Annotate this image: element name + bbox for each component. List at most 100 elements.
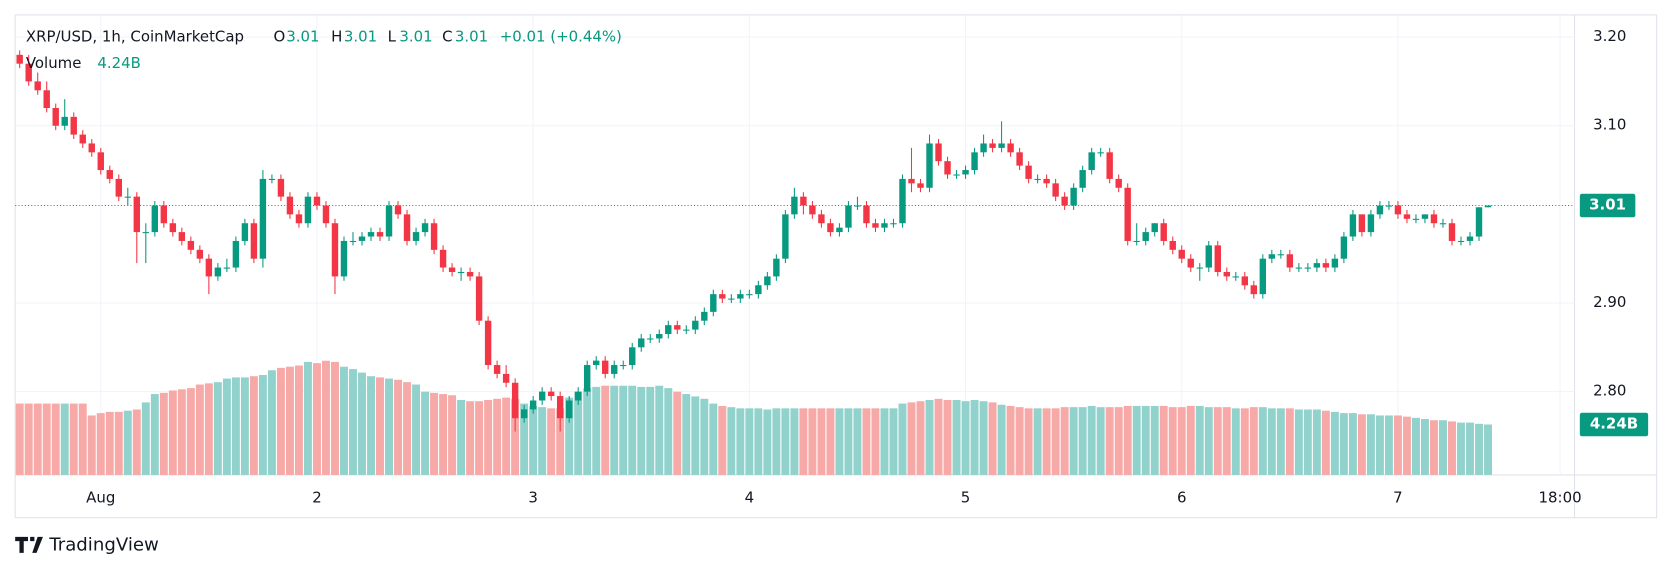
candle-body — [710, 294, 717, 312]
brand-name: TradingView — [48, 534, 159, 555]
volume-bar — [1375, 415, 1384, 475]
volume-bar — [1168, 407, 1177, 475]
candle-body — [304, 196, 312, 224]
candle-body — [412, 232, 420, 241]
volume-bar — [1177, 407, 1186, 475]
candle-body — [998, 143, 1005, 148]
volume-bar — [78, 403, 87, 475]
volume-bar — [33, 403, 42, 475]
volume-bar — [114, 411, 123, 475]
candle-body — [782, 214, 789, 259]
volume-bar — [340, 366, 348, 475]
volume-bar — [1240, 408, 1249, 475]
candle-body — [286, 196, 294, 215]
candle-body — [638, 338, 645, 348]
candle-body — [1061, 196, 1068, 206]
volume-bar — [619, 385, 628, 475]
volume-bar — [349, 369, 357, 475]
candle-body — [1097, 152, 1104, 154]
volume-bar — [475, 401, 484, 475]
volume-bar — [628, 385, 637, 475]
volume-bar — [1249, 407, 1258, 475]
candle-body — [277, 178, 285, 197]
volume-bar — [1411, 417, 1420, 475]
volume-bar — [105, 411, 114, 475]
volume-bar — [646, 386, 655, 475]
volume-bar — [997, 404, 1006, 475]
volume-bar — [601, 385, 610, 475]
volume-bar — [258, 375, 267, 475]
candle-body — [1070, 187, 1077, 206]
open-label: O — [273, 27, 285, 45]
volume-bar — [1466, 422, 1474, 475]
volume-bar — [1357, 414, 1366, 475]
volume-bar — [511, 398, 520, 475]
volume-bar — [303, 361, 312, 475]
volume-bar — [331, 361, 339, 475]
legend: XRP/USD, 1h, CoinMarketCap O 3.01 H 3.01… — [26, 27, 622, 72]
high-value: 3.01 — [344, 27, 377, 45]
candle-body — [259, 178, 267, 259]
candle-body — [827, 223, 834, 233]
volume-bar — [177, 389, 186, 475]
candle-body — [52, 108, 59, 126]
candle-body — [692, 320, 699, 330]
volume-bar — [1366, 414, 1375, 475]
candle-body — [574, 391, 582, 401]
x-tick-label: 7 — [1393, 488, 1403, 506]
volume-bar — [547, 408, 556, 475]
candle-body — [584, 365, 591, 392]
candle-body — [1187, 258, 1194, 268]
volume-bar — [1330, 411, 1339, 475]
candle-body — [1016, 152, 1023, 166]
candle-body — [1151, 223, 1158, 233]
candle-body — [1322, 263, 1330, 268]
volume-bar — [69, 403, 78, 475]
volume-bar — [889, 408, 898, 475]
candle-body — [791, 196, 798, 215]
candle-body — [1439, 223, 1447, 225]
candle-body — [899, 178, 906, 224]
brand: TradingView — [15, 534, 159, 555]
volume-bar — [466, 401, 475, 475]
x-tick-label: 3 — [528, 488, 538, 506]
volume-bar — [1303, 409, 1312, 475]
candle-body — [241, 223, 249, 241]
volume-bar — [1384, 415, 1393, 475]
volume-bar — [150, 394, 159, 475]
volume-bar — [970, 400, 979, 475]
candle-body — [295, 214, 303, 224]
candle-body — [908, 178, 915, 184]
candle-body — [1133, 240, 1140, 243]
candle-body — [674, 325, 681, 330]
volume-bar — [538, 407, 547, 475]
candle-body — [845, 205, 852, 228]
candle-body — [755, 285, 762, 295]
candle-body — [1196, 267, 1203, 269]
candle-body — [926, 143, 933, 188]
candle-body — [1340, 236, 1348, 259]
volume-bar — [132, 409, 141, 475]
candle-body — [223, 267, 231, 269]
brand-logo — [15, 536, 43, 553]
candle-body — [358, 236, 366, 241]
y-tick-label: 3.10 — [1593, 116, 1626, 134]
candle-body — [331, 223, 339, 277]
volume-bar — [1457, 422, 1465, 475]
volume-bar — [1294, 409, 1303, 475]
volume-bar — [1204, 407, 1213, 475]
volume-bar — [249, 376, 258, 475]
candle-body — [205, 258, 213, 277]
candle-body — [890, 223, 897, 225]
candle-body — [322, 205, 330, 224]
volume-bar — [502, 397, 511, 475]
volume-bar — [1448, 421, 1456, 475]
candle-body — [169, 223, 177, 233]
volume-bar — [790, 408, 799, 475]
volume-bar — [610, 385, 619, 475]
candle-body — [656, 334, 663, 339]
volume-bar — [448, 395, 457, 475]
volume-bar — [1087, 405, 1096, 475]
volume-bar — [979, 401, 988, 475]
candle-body — [1160, 223, 1167, 241]
